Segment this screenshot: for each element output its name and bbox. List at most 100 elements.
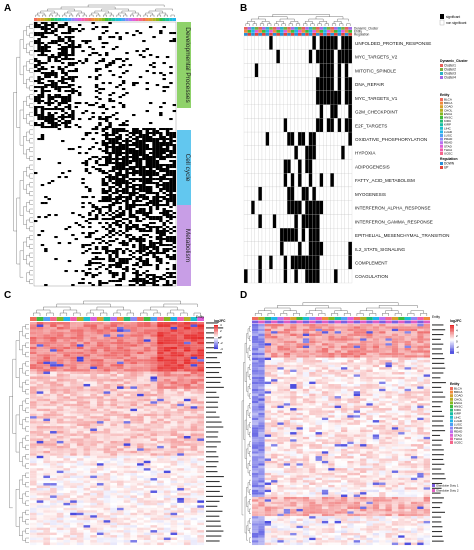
heatmap-cell-a bbox=[88, 54, 92, 57]
heatmap-cell-c bbox=[56, 475, 64, 479]
heatmap-cell-c bbox=[117, 502, 124, 506]
heatmap-cell-c bbox=[103, 532, 111, 536]
heatmap-cell-a bbox=[108, 218, 112, 221]
heatmap-cell-c bbox=[50, 374, 57, 377]
heatmap-cell-a bbox=[159, 258, 163, 261]
heatmap-cell-c bbox=[36, 336, 44, 340]
dendrogram-left-a bbox=[26, 96, 30, 106]
heatmap-cell-c bbox=[50, 512, 57, 516]
heatmap-cell-a bbox=[172, 146, 177, 149]
heatmap-cell-a bbox=[61, 80, 65, 83]
heatmap-cell-c bbox=[137, 349, 144, 352]
heatmap-cell-c bbox=[137, 532, 144, 536]
heatmap-cell-c bbox=[157, 465, 164, 469]
heatmap-cell-c bbox=[110, 527, 118, 531]
heatmap-cell-a bbox=[115, 222, 119, 225]
heatmap-cell-c bbox=[50, 354, 57, 357]
dendrogram-top-a bbox=[89, 14, 94, 17]
heatmap-cell-a bbox=[105, 118, 109, 121]
heatmap-cell-c bbox=[30, 408, 37, 412]
heatmap-cell-c bbox=[63, 530, 71, 533]
heatmap-cell-c bbox=[30, 525, 37, 528]
heatmap-cell-a bbox=[121, 82, 126, 85]
heatmap-cell-a bbox=[132, 82, 136, 85]
annotation-cell-a bbox=[169, 18, 173, 21]
heatmap-cell-c bbox=[130, 522, 138, 526]
heatmap-cell-a bbox=[142, 168, 146, 171]
heatmap-cell-c bbox=[137, 378, 144, 382]
heatmap-cell-c bbox=[183, 470, 191, 474]
heatmap-cell-c bbox=[183, 492, 191, 496]
heatmap-cell-c bbox=[103, 507, 111, 511]
heatmap-cell-c bbox=[56, 361, 64, 365]
heatmap-cell-c bbox=[110, 440, 118, 444]
heatmap-cell-c bbox=[90, 378, 97, 382]
heatmap-cell-c bbox=[170, 443, 178, 446]
heatmap-cell-c bbox=[83, 483, 91, 486]
heatmap-cell-c bbox=[90, 426, 97, 429]
heatmap-cell-c bbox=[96, 505, 104, 508]
annotation-cell-b bbox=[319, 33, 324, 36]
row-label-b: MYOGENESIS bbox=[355, 192, 386, 197]
heatmap-cell-c bbox=[96, 445, 104, 449]
annotation-cell-a bbox=[54, 18, 58, 21]
heatmap-cell-a bbox=[50, 114, 55, 117]
heatmap-cell-a bbox=[64, 116, 68, 119]
heatmap-cell-a bbox=[108, 158, 112, 161]
heatmap-cell-a bbox=[121, 106, 126, 109]
heatmap-cell-c bbox=[76, 336, 84, 340]
heatmap-cell-a bbox=[172, 194, 177, 197]
heatmap-cell-a bbox=[44, 196, 48, 199]
annotation-cell-a bbox=[165, 18, 170, 21]
heatmap-cell-a bbox=[155, 56, 160, 59]
heatmap-cell-c bbox=[103, 527, 111, 531]
heatmap-cell-a bbox=[81, 282, 85, 285]
heatmap-cell-c bbox=[110, 510, 118, 513]
heatmap-cell-a bbox=[135, 258, 139, 261]
heatmap-cell-c bbox=[130, 386, 138, 389]
heatmap-cell-c bbox=[83, 480, 91, 484]
heatmap-cell-c bbox=[183, 450, 191, 454]
heatmap-cell-c bbox=[103, 463, 111, 466]
heatmap-cell-a bbox=[165, 138, 170, 141]
heatmap-cell-c bbox=[76, 331, 84, 335]
heatmap-cell-c bbox=[137, 512, 144, 516]
heatmap-cell-b bbox=[251, 90, 255, 105]
annotation-track-label-b: Dynamic_Cluster bbox=[354, 27, 379, 31]
heatmap-cell-a bbox=[47, 90, 51, 93]
heatmap-cell-a bbox=[57, 66, 62, 69]
dendrogram-top-c bbox=[180, 312, 188, 316]
heatmap-cell-c bbox=[96, 490, 104, 494]
legend-swatch-entity bbox=[440, 130, 443, 134]
heatmap-cell-a bbox=[125, 236, 129, 239]
heatmap-cell-a bbox=[111, 162, 116, 165]
heatmap-cell-c bbox=[96, 532, 104, 536]
heatmap-cell-c bbox=[36, 515, 44, 518]
heatmap-cell-a bbox=[57, 116, 62, 119]
heatmap-cell-c bbox=[83, 369, 91, 372]
heatmap-cell-c bbox=[70, 512, 77, 516]
heatmap-cell-a bbox=[40, 78, 45, 81]
heatmap-cell-a bbox=[98, 252, 102, 255]
heatmap-cell-a bbox=[64, 100, 68, 103]
heatmap-cell-a bbox=[165, 276, 170, 279]
heatmap-cell-c bbox=[163, 369, 171, 372]
heatmap-cell-a bbox=[159, 196, 163, 199]
heatmap-cell-b bbox=[305, 173, 309, 188]
heatmap-cell-a bbox=[148, 282, 153, 285]
dendrogram-left-a bbox=[26, 149, 30, 159]
heatmap-cell-c bbox=[76, 418, 84, 422]
heatmap-cell-c bbox=[50, 535, 57, 538]
heatmap-cell-a bbox=[37, 114, 41, 117]
heatmap-cell-a bbox=[155, 280, 160, 283]
heatmap-cell-c bbox=[197, 460, 205, 464]
heatmap-cell-a bbox=[57, 54, 62, 57]
dendrogram-top-b bbox=[272, 14, 330, 17]
heatmap-cell-c bbox=[70, 428, 77, 432]
heatmap-cell-c bbox=[157, 361, 164, 365]
heatmap-cell-a bbox=[172, 164, 177, 167]
heatmap-cell-c bbox=[143, 413, 151, 417]
annotation-cell-b bbox=[280, 27, 284, 30]
heatmap-cell-a bbox=[118, 208, 122, 211]
heatmap-cell-a bbox=[159, 112, 163, 115]
